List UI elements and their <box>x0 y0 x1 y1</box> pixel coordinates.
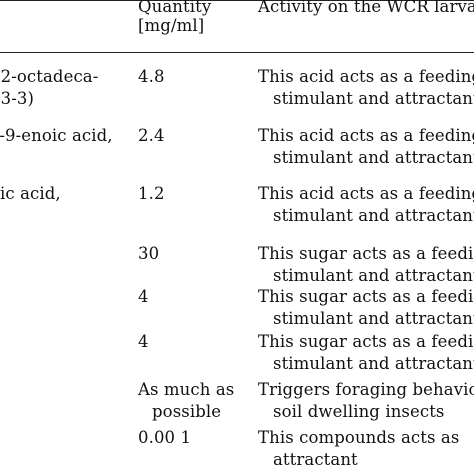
row-3-compound-line1: oic acid, <box>0 184 61 203</box>
activity-header: Activity on the WCR larva <box>258 0 474 16</box>
row-2-compound-line1: c-9-enoic acid, <box>0 126 113 145</box>
row-1-compound-line2: 33-3) <box>0 89 35 108</box>
row-1-activity-line2: stimulant and attractant <box>273 89 474 108</box>
row-1-activity-line1: This acid acts as a feeding <box>258 67 474 86</box>
row-5-activity-line2: stimulant and attractant <box>273 309 474 328</box>
row-1-quantity: 4.8 <box>138 67 165 86</box>
row-7-quantity-line1: As much as <box>138 380 235 399</box>
row-2-quantity: 2.4 <box>138 126 165 145</box>
quantity-header-line2: [mg/ml] <box>138 16 205 35</box>
row-6-activity-line1: This sugar acts as a feeding <box>258 332 474 351</box>
row-3-quantity: 1.2 <box>138 184 165 203</box>
row-4-activity-line2: stimulant and attractant <box>273 266 474 285</box>
row-4-activity-line1: This sugar acts as a feeding <box>258 244 474 263</box>
row-3-activity-line2: stimulant and attractant <box>273 206 474 225</box>
row-5-quantity: 4 <box>138 287 149 306</box>
row-6-activity-line2: stimulant and attractant <box>273 354 474 373</box>
table-top-rule <box>0 0 474 1</box>
row-7-quantity-line2: possible <box>152 402 222 421</box>
row-5-activity-line1: This sugar acts as a feeding <box>258 287 474 306</box>
row-2-activity-line1: This acid acts as a feeding <box>258 126 474 145</box>
quantity-header-line1: Quantity <box>138 0 212 16</box>
row-8-activity-line1: This compounds acts as <box>258 428 460 447</box>
table-header-rule <box>0 52 474 53</box>
row-6-quantity: 4 <box>138 332 149 351</box>
row-7-activity-line2: soil dwelling insects <box>273 402 445 421</box>
row-8-activity-line2: attractant <box>273 450 358 469</box>
row-4-quantity: 30 <box>138 244 160 263</box>
row-3-activity-line1: This acid acts as a feeding <box>258 184 474 203</box>
row-7-activity-line1: Triggers foraging behavior <box>258 380 474 399</box>
row-2-activity-line2: stimulant and attractant <box>273 148 474 167</box>
row-8-quantity: 0.00 1 <box>138 428 192 447</box>
row-1-compound-line1: 12-octadeca- <box>0 67 99 86</box>
